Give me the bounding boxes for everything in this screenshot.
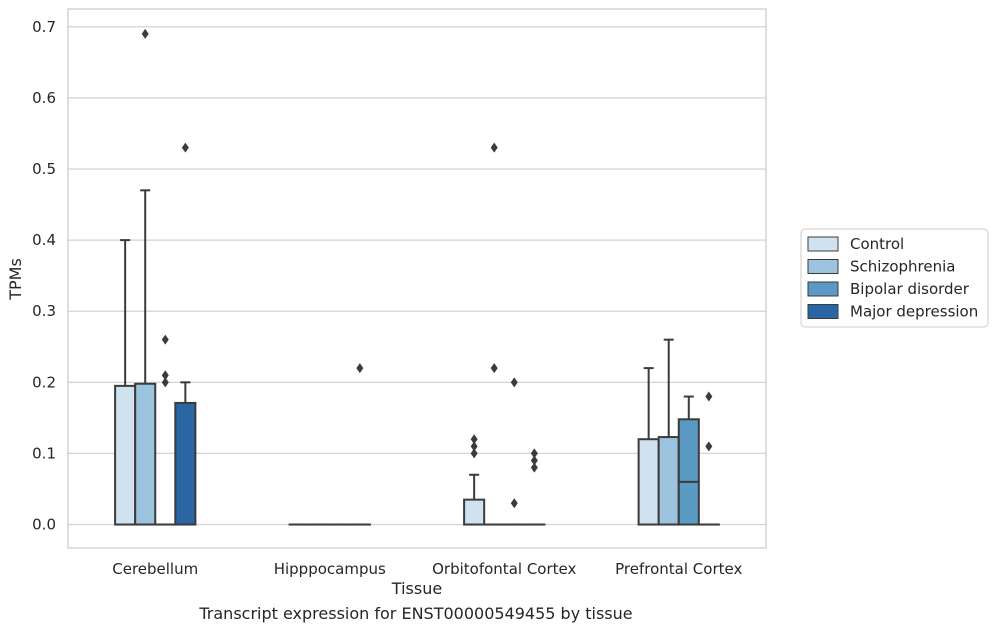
- legend-swatch: [807, 281, 839, 297]
- outlier-point: [490, 142, 498, 153]
- legend-swatch: [807, 304, 839, 319]
- y-tick-label: 0.2: [32, 373, 56, 391]
- plot-frame: [67, 8, 767, 549]
- y-axis-ticks: 0.0 0.1 0.2 0.3 0.4 0.5 0.6 0.7: [32, 18, 56, 534]
- legend-label: Control: [850, 235, 904, 253]
- y-tick-label: 0.4: [32, 231, 56, 249]
- box: [114, 384, 137, 526]
- box-group: [523, 448, 546, 526]
- legend-label: Major depression: [850, 303, 978, 321]
- y-tick-label: 0.3: [32, 302, 56, 320]
- box-group: [174, 142, 197, 526]
- x-axis-ticks: Cerebellum Hipppocampus Orbitofontal Corte…: [112, 560, 742, 578]
- legend-swatch: [807, 259, 839, 274]
- y-tick-label: 0.6: [32, 89, 56, 107]
- outlier-point: [470, 434, 478, 445]
- outlier-point: [356, 363, 364, 374]
- x-tick-label: Cerebellum: [112, 560, 198, 578]
- outlier-point: [161, 370, 169, 381]
- x-tick-label: Orbitofontal Cortex: [432, 560, 576, 578]
- outlier-point: [161, 334, 169, 345]
- box-group: [697, 391, 720, 526]
- box-group: [637, 367, 660, 526]
- box-group: [348, 363, 371, 526]
- box: [637, 438, 660, 526]
- outlier-point: [510, 377, 518, 388]
- box-group: [483, 142, 506, 526]
- outlier-point: [470, 441, 478, 452]
- outlier-point: [705, 441, 713, 452]
- outlier-point: [141, 28, 149, 39]
- outlier-point: [161, 377, 169, 388]
- legend-frame: [800, 228, 989, 328]
- y-axis-title: TPMs: [6, 258, 25, 301]
- outlier-point: [470, 448, 478, 459]
- x-axis-title: Tissue: [391, 579, 442, 598]
- y-tick-label: 0.7: [32, 18, 56, 36]
- box: [463, 498, 486, 526]
- y-tick-label: 0.5: [32, 160, 56, 178]
- outlier-point: [181, 142, 189, 153]
- box-group: [503, 377, 526, 526]
- outlier-point: [530, 448, 538, 459]
- box-group: [657, 338, 680, 526]
- x-tick-label: Hipppocampus: [274, 560, 386, 578]
- outlier-point: [510, 498, 518, 509]
- box-series: [114, 28, 720, 526]
- y-tick-label: 0.1: [32, 444, 56, 462]
- legend-label: Schizophrenia: [850, 258, 955, 276]
- outlier-point: [530, 455, 538, 466]
- x-tick-label: Prefrontal Cortex: [615, 560, 742, 578]
- legend-label: Bipolar disorder: [850, 280, 970, 298]
- outlier-point: [530, 462, 538, 473]
- legend: Control Schizophrenia Bipolar disorder Majo…: [800, 228, 989, 328]
- box: [677, 418, 700, 526]
- box-group: [134, 28, 157, 526]
- outlier-point: [490, 363, 498, 374]
- box: [134, 382, 157, 526]
- box-group: [677, 395, 700, 526]
- box: [657, 436, 680, 526]
- chart-caption: Transcript expression for ENST0000054945…: [199, 604, 633, 623]
- legend-swatch: [807, 236, 839, 252]
- box: [174, 401, 197, 526]
- box-group: [154, 334, 177, 526]
- outlier-point: [705, 391, 713, 402]
- box-group: [463, 434, 486, 526]
- y-tick-label: 0.0: [32, 516, 56, 534]
